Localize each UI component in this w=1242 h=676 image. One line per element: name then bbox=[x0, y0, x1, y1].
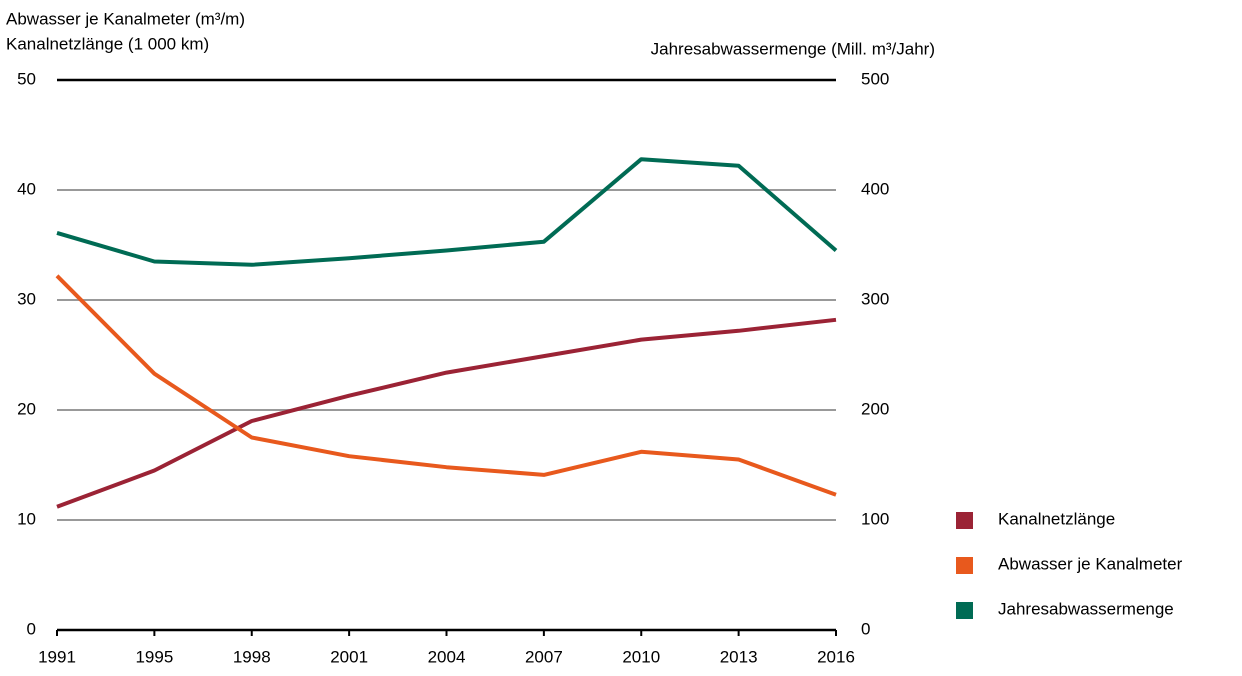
x-tick-label: 2016 bbox=[817, 647, 855, 666]
x-tick-label: 2004 bbox=[428, 647, 466, 666]
y2-tick-label: 300 bbox=[861, 289, 889, 308]
x-tick-label: 1995 bbox=[135, 647, 173, 666]
legend-swatch bbox=[956, 512, 973, 529]
legend-label: Kanalnetzlänge bbox=[998, 509, 1115, 528]
legend-swatch bbox=[956, 557, 973, 574]
y2-tick-label: 200 bbox=[861, 399, 889, 418]
x-tick-label: 2013 bbox=[720, 647, 758, 666]
series-line bbox=[55, 274, 837, 497]
y-tick-label: 10 bbox=[17, 509, 36, 528]
series-line bbox=[56, 157, 838, 267]
y2-tick-label: 100 bbox=[861, 509, 889, 528]
y2-tick-label: 500 bbox=[861, 69, 889, 88]
legend-swatch bbox=[956, 602, 973, 619]
y-axis-title: Kanalnetzlänge (1 000 km) bbox=[6, 34, 209, 53]
x-tick-label: 2007 bbox=[525, 647, 563, 666]
x-tick-label: 1991 bbox=[38, 647, 76, 666]
x-tick-label: 2001 bbox=[330, 647, 368, 666]
y-tick-label: 0 bbox=[27, 619, 36, 638]
y-tick-label: 30 bbox=[17, 289, 36, 308]
x-tick-label: 2010 bbox=[622, 647, 660, 666]
y-tick-label: 20 bbox=[17, 399, 36, 418]
y2-tick-label: 0 bbox=[861, 619, 870, 638]
legend-label: Jahresabwassermenge bbox=[998, 599, 1174, 618]
y2-axis-title: Jahresabwassermenge (Mill. m³/Jahr) bbox=[651, 39, 935, 58]
y-axis-title: Abwasser je Kanalmeter (m³/m) bbox=[6, 9, 245, 28]
legend-label: Abwasser je Kanalmeter bbox=[998, 554, 1183, 573]
y-tick-label: 50 bbox=[17, 69, 36, 88]
series-line bbox=[56, 317, 837, 509]
x-tick-label: 1998 bbox=[233, 647, 271, 666]
y2-tick-label: 400 bbox=[861, 179, 889, 198]
y-tick-label: 40 bbox=[17, 179, 36, 198]
